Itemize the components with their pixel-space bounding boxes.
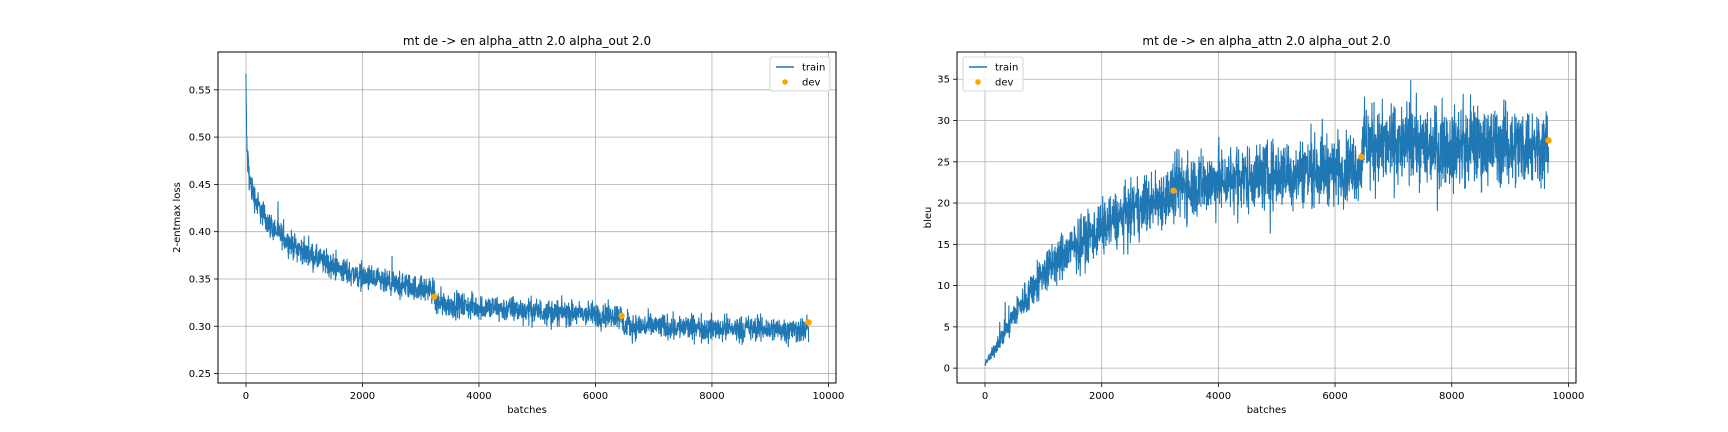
y-tick-label: 0.35 <box>189 274 211 285</box>
y-tick-label: 35 <box>937 75 950 86</box>
y-tick-label: 0 <box>944 364 950 375</box>
train-line <box>984 79 1550 366</box>
y-tick-label: 0.25 <box>189 369 211 380</box>
x-tick-label: 2000 <box>1089 391 1114 402</box>
series-dev <box>430 293 812 326</box>
chart-1: 0 2000 4000 6000 8000 10000 0.25 0.30 0.35 0.40 0.… <box>172 34 844 416</box>
series-train <box>984 79 1550 366</box>
y-tick-label: 0.55 <box>189 85 211 96</box>
y-tick-label: 0.45 <box>189 180 211 191</box>
chart-2: 0 2000 4000 6000 8000 10000 0 5 10 15 20 25 30 35 mt d… <box>923 34 1584 416</box>
chart-title: mt de -> en alpha_attn 2.0 alpha_out 2.0 <box>1142 34 1390 48</box>
x-tick-label: 4000 <box>1206 391 1231 402</box>
plot-frame <box>956 51 1577 384</box>
y-tick-label: 10 <box>937 281 950 292</box>
x-axis-label: batches <box>1247 405 1287 416</box>
legend: train dev <box>769 56 831 92</box>
x-tick-label: 10000 <box>813 391 845 402</box>
legend: train dev <box>962 56 1024 92</box>
x-tick-label: 2000 <box>350 391 375 402</box>
y-axis-label: bleu <box>923 207 934 229</box>
dev-point <box>1358 153 1365 161</box>
x-tick-label: 0 <box>243 391 249 402</box>
x-tick-label: 4000 <box>466 391 491 402</box>
legend-train-label: train <box>802 63 825 74</box>
train-line <box>245 73 810 348</box>
dev-point <box>1170 187 1177 194</box>
dev-point <box>1545 137 1552 144</box>
x-tick-label: 8000 <box>699 391 724 402</box>
series-dev <box>1170 137 1552 194</box>
x-axis-label: batches <box>507 405 547 416</box>
x-tick-label: 6000 <box>583 391 608 402</box>
series-train <box>245 73 810 348</box>
y-axis-label: 2-entmax loss <box>172 182 183 253</box>
x-tick-label: 6000 <box>1322 391 1347 402</box>
y-tick-label: 5 <box>944 322 950 333</box>
legend-dev-label: dev <box>995 78 1014 89</box>
plot-frame <box>217 51 837 384</box>
y-tick-label: 30 <box>937 116 950 127</box>
y-tick-label: 20 <box>937 199 950 210</box>
legend-train-label: train <box>995 63 1018 74</box>
y-tick-label: 0.40 <box>189 227 211 238</box>
x-tick-label: 10000 <box>1553 391 1585 402</box>
legend-dev-swatch <box>975 79 981 85</box>
y-tick-label: 0.50 <box>189 133 211 144</box>
legend-dev-swatch <box>782 79 788 85</box>
legend-dev-label: dev <box>802 78 821 89</box>
y-tick-label: 25 <box>937 157 950 168</box>
chart-title: mt de -> en alpha_attn 2.0 alpha_out 2.0 <box>403 34 651 48</box>
dev-point <box>618 312 625 320</box>
dev-point <box>430 293 438 301</box>
x-tick-label: 0 <box>982 391 988 402</box>
y-tick-label: 0.30 <box>189 322 211 333</box>
y-tick-label: 15 <box>937 240 950 251</box>
dev-point <box>805 319 812 326</box>
x-tick-label: 8000 <box>1439 391 1464 402</box>
